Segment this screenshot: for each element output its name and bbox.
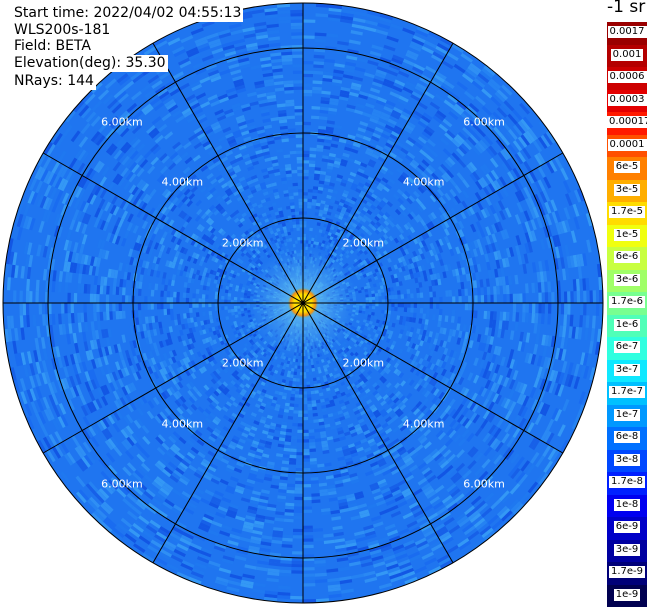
colorbar-level-label: 0.0006 [607, 71, 647, 83]
colorbar-level: 1e-6 [607, 314, 647, 337]
colorbar-level-label: 6e-5 [613, 161, 641, 173]
nrays-label: NRays: 144 [12, 73, 96, 90]
colorbar-level-label: 0.00017 [607, 116, 647, 128]
colorbar-level-label: 1.7e-9 [608, 566, 646, 578]
ring-label: 4.00km [402, 417, 445, 431]
colorbar-level-label: 1.7e-6 [608, 296, 646, 308]
colorbar-level: 1e-8 [607, 494, 647, 517]
colorbar-level: 0.0003 [607, 89, 647, 112]
colorbar-level: 3e-6 [607, 269, 647, 292]
colorbar-level-label: 1.7e-8 [608, 476, 646, 488]
colorbar-level-label: 0.0003 [607, 93, 647, 106]
site-name-label: WLS200s-181 [14, 22, 111, 38]
colorbar-level-label: 0.0017 [607, 26, 647, 38]
colorbar-level: 3e-5 [607, 179, 647, 202]
colorbar-level-label: 6e-7 [613, 341, 641, 353]
colorbar-level-label: 0.001 [610, 48, 644, 61]
colorbar-level: 1.7e-8 [607, 472, 647, 495]
ring-label: 6.00km [463, 477, 505, 491]
ppi-scan-map [2, 2, 604, 604]
azimuth-line-150 [42, 152, 564, 454]
colorbar-level: 1e-7 [607, 404, 647, 427]
colorbar-level: 0.00017 [607, 112, 647, 135]
colorbar-unit: -1 sr [607, 0, 646, 17]
colorbar-level-label: 3e-6 [613, 273, 641, 286]
colorbar-level: 1.7e-6 [607, 292, 647, 315]
colorbar-level: 0.0017 [607, 22, 647, 45]
colorbar-level: 1.7e-5 [607, 202, 647, 225]
colorbar-level: 1e-9 [607, 584, 647, 607]
ring-label: 6.00km [101, 477, 143, 491]
colorbar-level-label: 6e-9 [613, 521, 641, 533]
ring-label: 2.00km [342, 236, 385, 250]
colorbar-level: 1.7e-9 [607, 562, 647, 585]
colorbar-level-label: 1.7e-5 [608, 206, 646, 218]
ring-label: 2.00km [221, 236, 264, 250]
start-time-label: Start time: 2022/04/02 04:55:13 [12, 5, 244, 22]
colorbar-level-label: 3e-5 [613, 183, 641, 196]
colorbar-level: 6e-9 [607, 517, 647, 540]
colorbar-level-label: 0.0001 [607, 138, 647, 151]
ring-label: 6.00km [463, 115, 505, 129]
ring-label: 2.00km [342, 356, 385, 370]
range-gate-texture [3, 3, 603, 603]
colorbar-level-label: 1e-5 [613, 228, 641, 241]
ring-label: 4.00km [161, 417, 204, 431]
ring-label: 4.00km [402, 175, 445, 189]
colorbar-level-label: 1e-6 [613, 318, 641, 331]
colorbar-level-label: 3e-7 [613, 363, 641, 376]
colorbar-level: 3e-9 [607, 539, 647, 562]
colorbar-level: 1.7e-7 [607, 382, 647, 405]
colorbar-level: 3e-7 [607, 359, 647, 382]
field-label: Field: BETA [12, 38, 93, 55]
colorbar-level: 3e-8 [607, 449, 647, 472]
colorbar-level: 6e-5 [607, 157, 647, 180]
colorbar-level-label: 6e-6 [613, 251, 641, 263]
colorbar-level: 0.001 [607, 44, 647, 67]
colorbar-level: 6e-7 [607, 337, 647, 360]
colorbar-level-label: 1e-8 [613, 498, 641, 511]
colorbar-level: 1e-5 [607, 224, 647, 247]
colorbar-level: 0.0006 [607, 67, 647, 90]
colorbar-level-label: 1e-9 [613, 588, 641, 601]
colorbar-level-label: 3e-9 [613, 543, 641, 556]
colorbar-level-label: 6e-8 [613, 431, 641, 443]
colorbar-level: 0.0001 [607, 134, 647, 157]
ring-label: 2.00km [221, 356, 264, 370]
colorbar-level-label: 3e-8 [613, 453, 641, 466]
colorbar-level: 6e-8 [607, 427, 647, 450]
colorbar-level-label: 1e-7 [613, 408, 641, 421]
elevation-label: Elevation(deg): 35.30 [12, 55, 168, 72]
ring-label: 6.00km [101, 115, 143, 129]
ring-label: 4.00km [161, 175, 204, 189]
colorbar-level: 6e-6 [607, 247, 647, 270]
colorbar-level-label: 1.7e-7 [608, 386, 646, 398]
